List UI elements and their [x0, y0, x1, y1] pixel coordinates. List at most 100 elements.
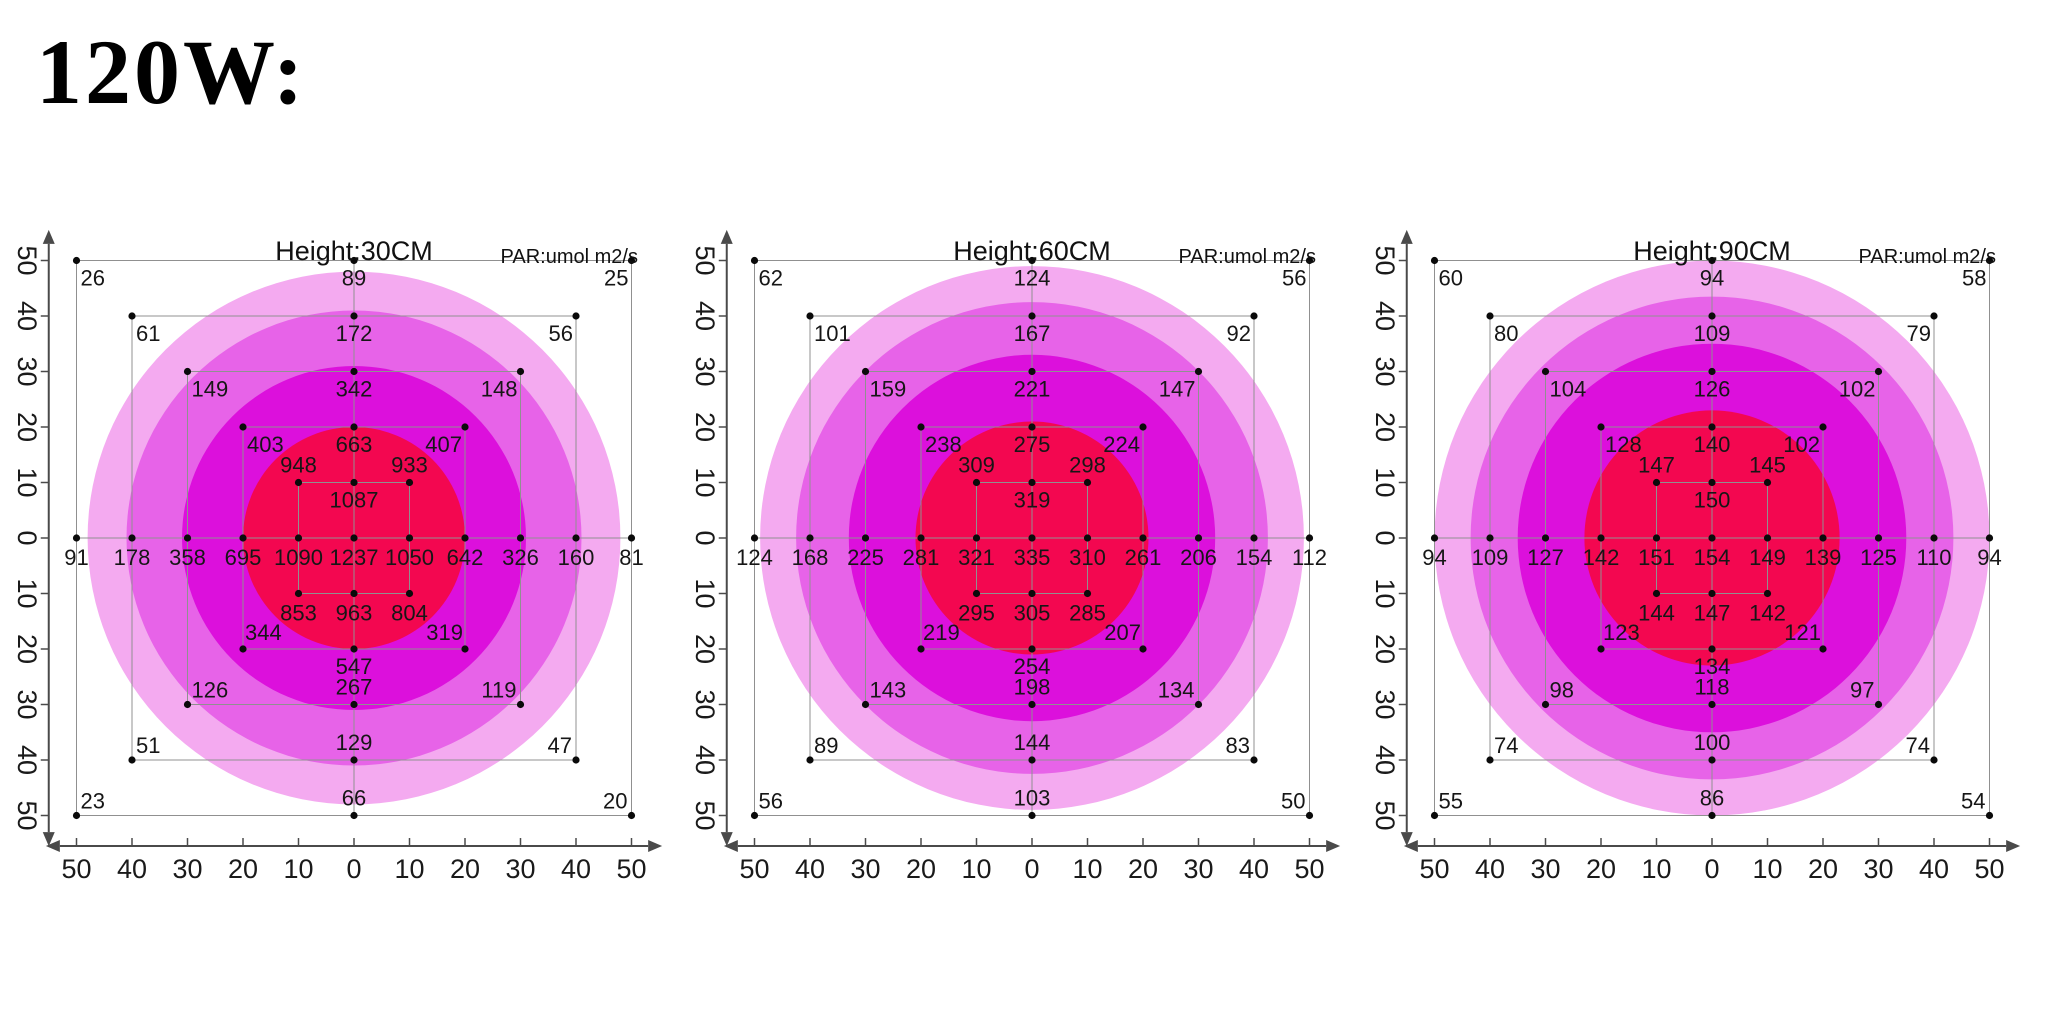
data-point: [405, 478, 414, 487]
data-point-value: 81: [619, 545, 643, 570]
data-point-value: 125: [1860, 545, 1897, 570]
data-point-value: 168: [792, 545, 829, 570]
data-point: [1028, 423, 1036, 431]
x-axis-tick-label: 10: [1752, 854, 1782, 884]
data-point: [1708, 756, 1716, 764]
data-point-value: 121: [1784, 620, 1821, 645]
x-axis-tick-label: 20: [1808, 854, 1838, 884]
data-point: [128, 312, 136, 320]
x-axis-tick-label: 40: [795, 854, 825, 884]
axis-arrow-left: [45, 840, 60, 853]
data-point-value: 147: [1694, 601, 1731, 626]
par-distribution-plot-60cm: 50 50 40 40 30 30 20 20 10 10 0 0 10 10 20 20 30 30 40 40 50…: [692, 229, 1341, 884]
x-axis-tick-label: 20: [906, 854, 936, 884]
data-point-value: 145: [1749, 453, 1786, 478]
data-point: [1486, 534, 1494, 542]
data-point: [1028, 312, 1036, 320]
axis-arrow-down: [42, 832, 55, 847]
y-axis-tick-label: 50: [692, 800, 720, 830]
data-point-value: 963: [336, 601, 373, 626]
chart-title: Height:90CM: [1633, 236, 1791, 266]
data-point: [917, 534, 925, 542]
data-point-value: 149: [1749, 545, 1786, 570]
data-point-value: 224: [1103, 432, 1140, 457]
data-point-value: 1237: [330, 545, 379, 570]
data-point: [239, 423, 247, 431]
data-point-value: 178: [114, 545, 151, 570]
data-point-value: 695: [225, 545, 262, 570]
data-point-value: 403: [247, 432, 284, 457]
data-point: [750, 256, 759, 265]
data-point-value: 344: [245, 620, 282, 645]
data-point: [461, 423, 469, 431]
y-axis-tick-label: 0: [14, 530, 42, 545]
data-point-value: 124: [736, 545, 773, 570]
x-axis-tick-label: 0: [346, 854, 361, 884]
data-point: [1430, 811, 1439, 820]
data-point-value: 47: [548, 733, 572, 758]
data-point-value: 319: [426, 620, 463, 645]
axis-arrow-up: [1400, 229, 1413, 244]
data-point-value: 663: [336, 432, 373, 457]
data-point: [128, 756, 136, 764]
y-axis-tick-label: 30: [1372, 689, 1400, 719]
data-point-value: 110: [1916, 545, 1951, 570]
y-axis-tick-label: 30: [692, 356, 720, 386]
data-point-value: 285: [1069, 601, 1106, 626]
x-axis-tick-label: 40: [1239, 854, 1269, 884]
y-axis-tick-label: 10: [1372, 578, 1400, 608]
data-point-value: 642: [447, 545, 484, 570]
y-axis-tick-label: 40: [14, 301, 42, 331]
data-point: [516, 367, 525, 376]
data-point: [461, 534, 469, 542]
data-point-value: 238: [925, 432, 962, 457]
data-point-value: 172: [336, 321, 373, 346]
data-point-value: 261: [1125, 545, 1162, 570]
data-point-value: 326: [502, 545, 539, 570]
x-axis-tick-label: 50: [1419, 854, 1449, 884]
y-axis-tick-label: 10: [692, 467, 720, 497]
data-point-value: 147: [1638, 453, 1675, 478]
data-point-value: 1087: [330, 488, 379, 513]
data-point-value: 1090: [274, 545, 323, 570]
page-title: 120W:: [36, 21, 307, 123]
data-point-value: 79: [1907, 321, 1931, 346]
data-point-value: 74: [1906, 733, 1930, 758]
data-point: [350, 645, 358, 653]
data-point: [1194, 534, 1203, 542]
data-point: [572, 756, 580, 764]
data-point: [972, 478, 981, 487]
y-axis-tick-label: 50: [1372, 800, 1400, 830]
data-point: [1083, 589, 1092, 598]
data-point: [1028, 811, 1036, 820]
data-point-value: 160: [558, 545, 595, 570]
x-axis-tick-label: 50: [61, 854, 91, 884]
par-chart-height-30cm: 50 50 40 40 30 30 20 20 10 10 0 0 10 10 20 20 30 30 40 40 50…: [14, 228, 684, 968]
data-point: [750, 811, 759, 820]
data-point: [1083, 478, 1092, 487]
data-point: [1819, 534, 1827, 542]
data-point: [572, 534, 580, 542]
data-point-value: 56: [549, 321, 573, 346]
data-point-value: 335: [1014, 545, 1051, 570]
data-point-value: 142: [1749, 601, 1786, 626]
data-point: [1819, 645, 1827, 653]
par-distribution-plot-30cm: 50 50 40 40 30 30 20 20 10 10 0 0 10 10 20 20 30 30 40 40 50…: [14, 229, 663, 884]
data-point: [1305, 534, 1314, 542]
data-point: [1708, 589, 1716, 598]
data-point: [1763, 534, 1772, 542]
axis-arrow-right: [1326, 840, 1341, 853]
data-point-value: 149: [192, 377, 229, 402]
axis-arrow-down: [720, 832, 733, 847]
data-point-value: 102: [1839, 377, 1876, 402]
data-point: [1652, 534, 1661, 542]
data-point-value: 275: [1014, 432, 1051, 457]
data-point-value: 134: [1694, 654, 1731, 679]
chart-title: Height:30CM: [275, 236, 433, 266]
data-point-value: 23: [81, 789, 105, 814]
data-point-value: 267: [336, 675, 373, 700]
data-point: [1486, 312, 1494, 320]
x-axis-tick-label: 40: [561, 854, 591, 884]
data-point-value: 154: [1694, 545, 1731, 570]
axis-arrow-right: [2006, 840, 2021, 853]
